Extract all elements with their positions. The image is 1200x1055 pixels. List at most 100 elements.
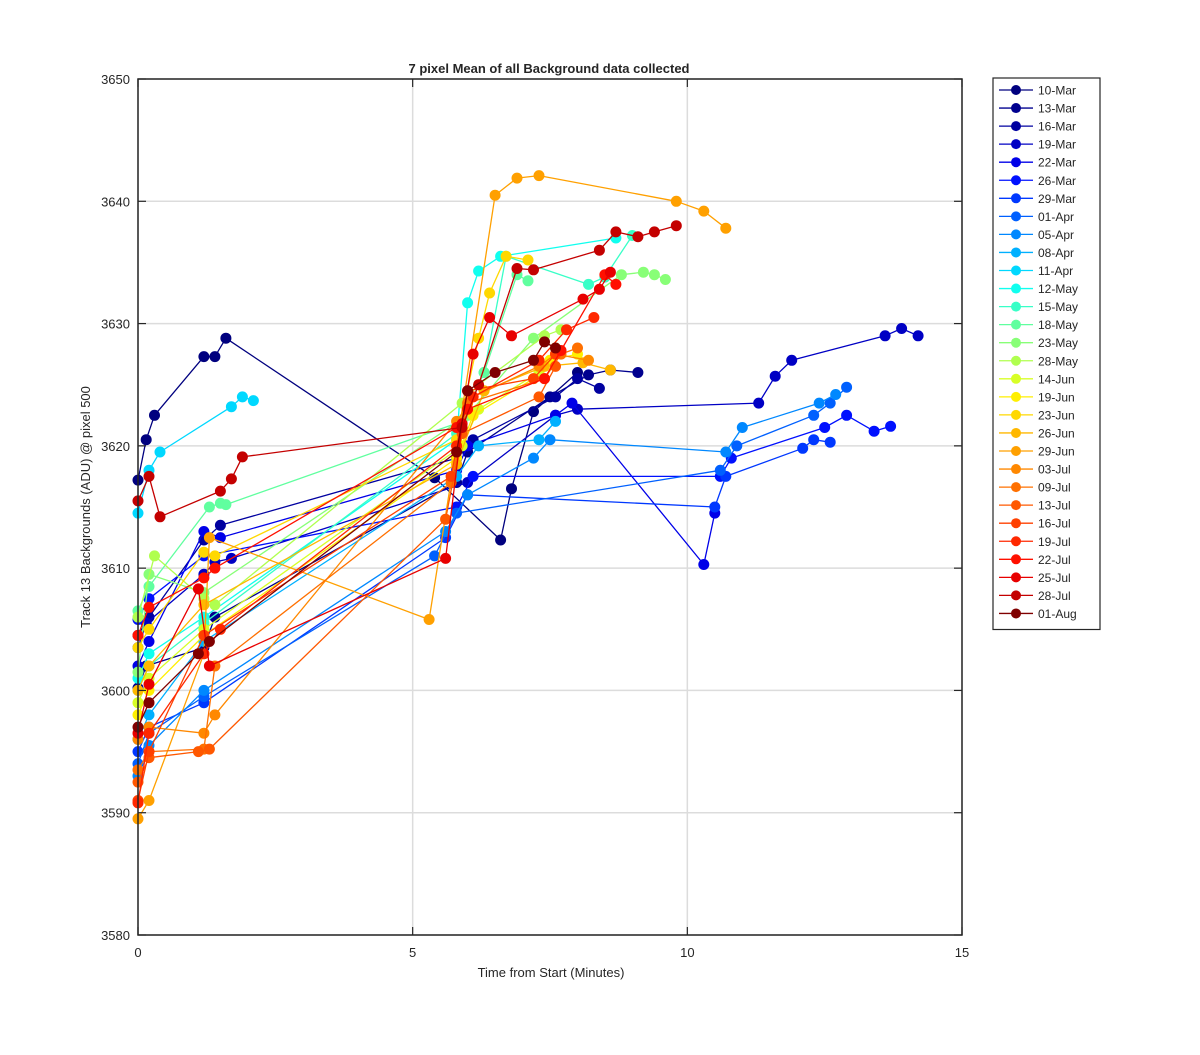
data-point [506, 483, 517, 495]
legend-label: 11-Apr [1038, 264, 1073, 278]
data-point [451, 446, 463, 458]
legend-item: 19-Jun [999, 390, 1075, 404]
legend-item: 13-Mar [999, 102, 1076, 116]
data-point [143, 727, 155, 739]
y-tick-label: 3640 [101, 194, 130, 209]
data-point [550, 342, 561, 354]
data-point [140, 434, 152, 446]
y-tick-label: 3610 [101, 561, 130, 576]
legend-item: 11-Apr [999, 264, 1073, 278]
legend-marker [1011, 446, 1021, 456]
legend-label: 26-Jun [1038, 426, 1075, 440]
legend-label: 01-Apr [1038, 210, 1074, 224]
data-point [236, 451, 248, 463]
legend-item: 26-Mar [999, 174, 1076, 188]
legend-label: 22-Mar [1038, 156, 1076, 170]
data-point [583, 278, 594, 290]
legend: 10-Mar 13-Mar 16-Mar 19-Mar 22-Mar 26-Mar 29-M… [992, 77, 1101, 631]
legend-label: 05-Apr [1038, 228, 1074, 242]
data-point [203, 636, 215, 647]
data-point [149, 409, 160, 421]
data-point [583, 354, 594, 366]
legend-item: 03-Jul [999, 463, 1071, 477]
data-point [731, 440, 743, 452]
legend-label: 18-May [1038, 318, 1078, 332]
data-point [528, 264, 539, 276]
data-point [522, 254, 534, 266]
legend-marker [1011, 391, 1021, 402]
data-point [506, 330, 517, 342]
legend-marker [1011, 482, 1021, 493]
data-point [236, 391, 248, 403]
legend-item: 28-Jul [999, 589, 1071, 603]
data-point [143, 601, 155, 613]
data-point [203, 743, 215, 755]
legend-label: 08-Apr [1038, 246, 1074, 260]
data-point [143, 636, 155, 647]
data-point [528, 452, 539, 464]
legend-item: 13-Jul [999, 499, 1071, 513]
series-line [137, 341, 556, 728]
legend-marker [1011, 193, 1021, 204]
legend-label: 10-Mar [1038, 84, 1076, 98]
legend-label: 16-Mar [1038, 120, 1076, 134]
data-point [500, 250, 512, 262]
data-point [561, 324, 572, 336]
legend-item: 05-Apr [999, 228, 1074, 242]
data-point [484, 287, 496, 299]
data-point [544, 434, 556, 446]
data-point [440, 513, 452, 525]
legend-item: 09-Jul [999, 481, 1071, 495]
data-point [896, 323, 908, 334]
series-28-Jul [132, 220, 682, 523]
data-point [550, 391, 561, 403]
data-point [489, 189, 501, 201]
data-point [467, 348, 479, 360]
legend-item: 01-Aug [999, 607, 1077, 621]
data-point [769, 370, 781, 382]
y-tick-label: 3600 [101, 683, 130, 698]
data-point [824, 436, 836, 448]
legend-marker [1011, 283, 1021, 294]
legend-item: 23-May [999, 336, 1078, 350]
data-point [868, 425, 880, 437]
data-point [659, 274, 671, 285]
legend-label: 13-Mar [1038, 102, 1076, 116]
legend-label: 19-Jul [1038, 535, 1071, 549]
data-point [885, 420, 897, 432]
legend-marker [1011, 500, 1021, 511]
axis-ticks: 0 5 10 15 3580 3590 3600 3610 3620 3630 3640 3650 [101, 72, 969, 960]
legend-marker [1011, 157, 1021, 168]
data-point [225, 473, 237, 485]
series-line [137, 362, 611, 691]
legend-marker [1011, 301, 1021, 312]
data-point [753, 397, 765, 409]
data-point [912, 330, 924, 342]
legend-marker [1011, 337, 1021, 348]
data-point [824, 397, 836, 409]
series-10-Mar [132, 332, 583, 546]
data-point [423, 614, 435, 625]
data-point [462, 385, 474, 397]
data-point [495, 534, 507, 546]
series-line [137, 386, 848, 765]
series-01-Aug [132, 336, 561, 733]
data-point [209, 562, 221, 574]
legend-item: 16-Mar [999, 120, 1076, 134]
legend-marker [1011, 409, 1021, 420]
data-point [209, 599, 221, 611]
data-point [220, 332, 232, 344]
data-point [670, 220, 682, 232]
plot-area [138, 79, 962, 935]
data-point [533, 391, 545, 403]
legend-label: 13-Jul [1038, 499, 1071, 513]
legend-box [992, 77, 1101, 631]
legend-marker [1011, 103, 1021, 114]
x-axis-label: Time from Start (Minutes) [478, 965, 625, 980]
legend-label: 19-Jun [1038, 390, 1075, 404]
data-point [522, 275, 534, 287]
legend-item: 08-Apr [999, 246, 1074, 260]
x-tick-label: 0 [134, 945, 141, 960]
data-point [473, 265, 485, 277]
